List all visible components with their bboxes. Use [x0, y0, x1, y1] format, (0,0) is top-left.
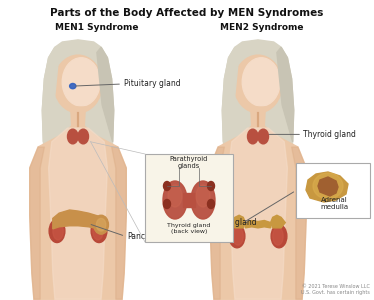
- Ellipse shape: [62, 58, 100, 106]
- Polygon shape: [42, 40, 114, 294]
- Polygon shape: [229, 128, 287, 299]
- Text: Parathyroid
glands: Parathyroid glands: [170, 156, 208, 169]
- Polygon shape: [251, 107, 265, 126]
- Ellipse shape: [208, 182, 215, 190]
- Polygon shape: [53, 210, 104, 229]
- Polygon shape: [42, 47, 59, 142]
- FancyBboxPatch shape: [183, 193, 195, 207]
- Ellipse shape: [242, 58, 280, 106]
- Text: MEN2 Syndrome: MEN2 Syndrome: [220, 23, 303, 32]
- Polygon shape: [306, 172, 348, 202]
- Text: Pancreas: Pancreas: [128, 232, 162, 241]
- Polygon shape: [231, 215, 245, 228]
- Ellipse shape: [53, 222, 63, 240]
- Ellipse shape: [67, 129, 78, 144]
- Ellipse shape: [168, 185, 182, 207]
- Polygon shape: [318, 177, 338, 196]
- Polygon shape: [245, 220, 271, 228]
- Text: Adrenal gland: Adrenal gland: [203, 218, 257, 227]
- Polygon shape: [97, 47, 114, 142]
- Ellipse shape: [248, 129, 258, 144]
- Ellipse shape: [313, 173, 343, 199]
- Ellipse shape: [54, 55, 102, 113]
- Ellipse shape: [273, 227, 283, 245]
- Ellipse shape: [163, 182, 171, 190]
- Ellipse shape: [196, 185, 210, 207]
- Ellipse shape: [271, 225, 287, 248]
- FancyBboxPatch shape: [296, 163, 370, 218]
- Polygon shape: [30, 126, 126, 299]
- Ellipse shape: [258, 129, 269, 144]
- FancyBboxPatch shape: [145, 154, 233, 242]
- Ellipse shape: [191, 181, 215, 219]
- Ellipse shape: [233, 227, 243, 245]
- Text: Thyroid gland: Thyroid gland: [303, 130, 356, 139]
- Polygon shape: [71, 107, 85, 126]
- Ellipse shape: [70, 83, 76, 89]
- Ellipse shape: [49, 220, 65, 242]
- Polygon shape: [292, 147, 306, 299]
- Polygon shape: [222, 40, 294, 294]
- Polygon shape: [210, 126, 306, 299]
- Polygon shape: [49, 128, 107, 299]
- Text: Pituitary gland: Pituitary gland: [124, 80, 181, 88]
- Polygon shape: [222, 47, 239, 142]
- Ellipse shape: [96, 218, 106, 231]
- Ellipse shape: [229, 225, 245, 248]
- Ellipse shape: [91, 220, 107, 242]
- Polygon shape: [271, 215, 285, 228]
- Polygon shape: [277, 47, 294, 142]
- Ellipse shape: [93, 222, 103, 240]
- Text: MEN1 Syndrome: MEN1 Syndrome: [55, 23, 138, 32]
- Ellipse shape: [208, 200, 215, 208]
- Ellipse shape: [163, 181, 187, 219]
- Polygon shape: [111, 147, 126, 299]
- Text: © 2021 Terese Winslow LLC
U.S. Govt. has certain rights: © 2021 Terese Winslow LLC U.S. Govt. has…: [301, 284, 370, 295]
- Ellipse shape: [234, 55, 282, 113]
- Text: Parts of the Body Affected by MEN Syndromes: Parts of the Body Affected by MEN Syndro…: [50, 8, 324, 18]
- Polygon shape: [30, 147, 45, 299]
- Polygon shape: [210, 147, 224, 299]
- Ellipse shape: [163, 200, 171, 208]
- Ellipse shape: [94, 215, 108, 234]
- Ellipse shape: [78, 129, 89, 144]
- Text: Thyroid gland
(back view): Thyroid gland (back view): [167, 223, 211, 234]
- Text: Adrenal
medulla: Adrenal medulla: [320, 197, 348, 210]
